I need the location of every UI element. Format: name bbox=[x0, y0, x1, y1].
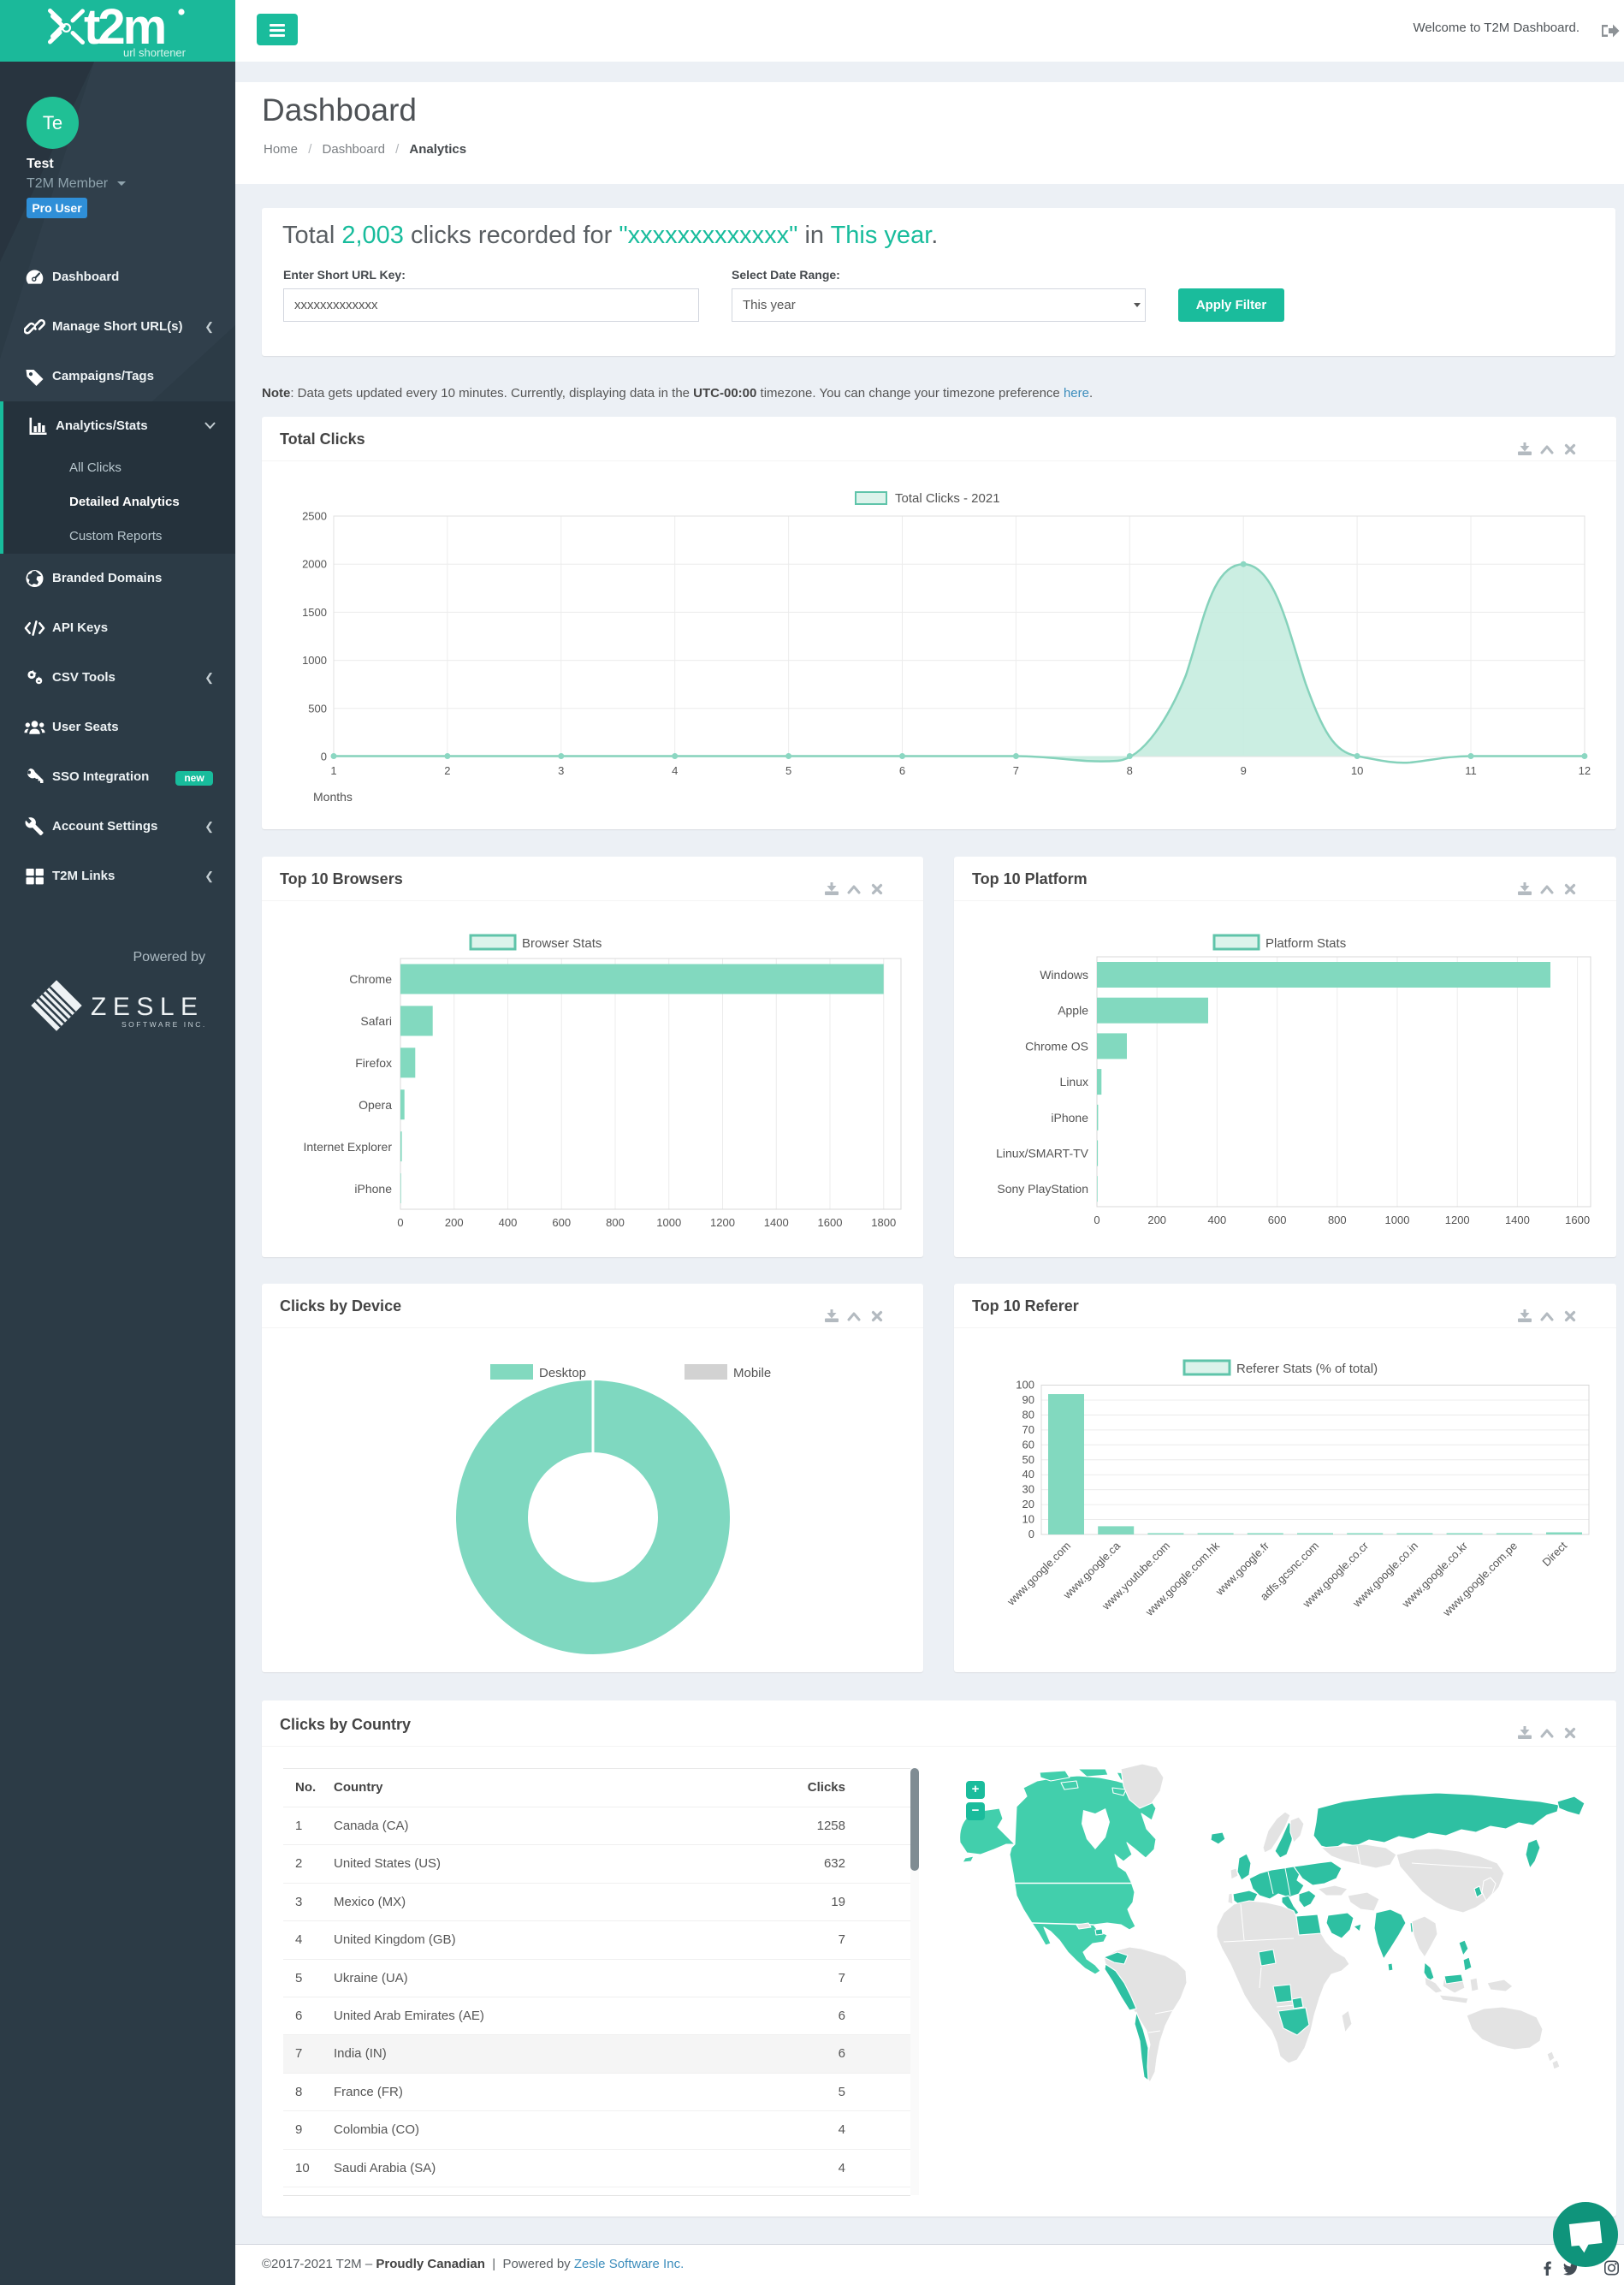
svg-text:1000: 1000 bbox=[302, 654, 327, 667]
svg-text:1600: 1600 bbox=[818, 1216, 843, 1229]
svg-text:50: 50 bbox=[1022, 1453, 1034, 1466]
svg-text:800: 800 bbox=[606, 1216, 625, 1229]
svg-text:3: 3 bbox=[558, 764, 564, 777]
svg-text:200: 200 bbox=[445, 1216, 464, 1229]
svg-text:Chrome OS: Chrome OS bbox=[1025, 1039, 1088, 1053]
svg-text:1000: 1000 bbox=[1385, 1214, 1410, 1226]
svg-text:Total Clicks - 2021: Total Clicks - 2021 bbox=[895, 491, 1000, 506]
svg-text:Desktop: Desktop bbox=[539, 1366, 586, 1380]
svg-text:iPhone: iPhone bbox=[354, 1182, 392, 1196]
svg-text:Firefox: Firefox bbox=[355, 1056, 392, 1070]
svg-text:1800: 1800 bbox=[871, 1216, 896, 1229]
svg-text:2500: 2500 bbox=[302, 510, 327, 523]
svg-text:7: 7 bbox=[1013, 764, 1019, 777]
svg-text:Apple: Apple bbox=[1058, 1004, 1088, 1018]
svg-text:0: 0 bbox=[1094, 1214, 1099, 1226]
svg-text:600: 600 bbox=[552, 1216, 571, 1229]
svg-text:Platform Stats: Platform Stats bbox=[1265, 936, 1346, 951]
svg-text:Sony PlayStation: Sony PlayStation bbox=[997, 1182, 1088, 1196]
svg-text:6: 6 bbox=[899, 764, 905, 777]
svg-text:Referer Stats (% of total): Referer Stats (% of total) bbox=[1236, 1362, 1378, 1376]
svg-text:10: 10 bbox=[1351, 764, 1363, 777]
svg-text:4: 4 bbox=[672, 764, 678, 777]
svg-text:Mobile: Mobile bbox=[733, 1366, 771, 1380]
svg-text:Chrome: Chrome bbox=[349, 972, 392, 986]
svg-text:0: 0 bbox=[397, 1216, 403, 1229]
svg-text:100: 100 bbox=[1016, 1379, 1034, 1392]
svg-text:Months: Months bbox=[313, 790, 353, 804]
svg-text:70: 70 bbox=[1022, 1423, 1034, 1436]
svg-text:11: 11 bbox=[1465, 764, 1477, 777]
svg-text:400: 400 bbox=[1208, 1214, 1227, 1226]
svg-text:t2m: t2m bbox=[84, 0, 164, 55]
svg-text:1200: 1200 bbox=[1445, 1214, 1470, 1226]
svg-text:90: 90 bbox=[1022, 1393, 1034, 1406]
svg-text:1200: 1200 bbox=[710, 1216, 735, 1229]
svg-text:12: 12 bbox=[1579, 764, 1591, 777]
svg-text:1600: 1600 bbox=[1565, 1214, 1590, 1226]
svg-text:40: 40 bbox=[1022, 1468, 1034, 1481]
svg-text:10: 10 bbox=[1022, 1513, 1034, 1526]
svg-text:www.google.com: www.google.com bbox=[1004, 1540, 1073, 1609]
svg-text:Safari: Safari bbox=[360, 1014, 392, 1028]
svg-text:Direct: Direct bbox=[1540, 1539, 1570, 1569]
svg-text:20: 20 bbox=[1022, 1498, 1034, 1510]
svg-text:Linux: Linux bbox=[1060, 1075, 1088, 1089]
svg-text:200: 200 bbox=[1147, 1214, 1166, 1226]
svg-text:Internet Explorer: Internet Explorer bbox=[304, 1140, 393, 1154]
svg-text:2: 2 bbox=[444, 764, 450, 777]
svg-text:iPhone: iPhone bbox=[1051, 1111, 1088, 1125]
svg-text:8: 8 bbox=[1127, 764, 1133, 777]
svg-text:30: 30 bbox=[1022, 1483, 1034, 1496]
svg-text:0: 0 bbox=[1028, 1528, 1034, 1540]
svg-text:9: 9 bbox=[1241, 764, 1247, 777]
svg-text:Windows: Windows bbox=[1040, 968, 1088, 982]
svg-text:2000: 2000 bbox=[302, 558, 327, 571]
svg-text:800: 800 bbox=[1328, 1214, 1347, 1226]
svg-text:Linux/SMART-TV: Linux/SMART-TV bbox=[996, 1147, 1089, 1160]
svg-text:400: 400 bbox=[499, 1216, 518, 1229]
svg-text:60: 60 bbox=[1022, 1438, 1034, 1451]
svg-text:1: 1 bbox=[330, 764, 336, 777]
svg-text:0: 0 bbox=[321, 751, 327, 763]
svg-text:1400: 1400 bbox=[764, 1216, 789, 1229]
svg-text:1400: 1400 bbox=[1505, 1214, 1530, 1226]
svg-text:1000: 1000 bbox=[656, 1216, 681, 1229]
svg-text:5: 5 bbox=[785, 764, 791, 777]
svg-text:Browser Stats: Browser Stats bbox=[522, 936, 602, 951]
svg-text:SOFTWARE INC.: SOFTWARE INC. bbox=[122, 1020, 207, 1029]
svg-text:80: 80 bbox=[1022, 1408, 1034, 1421]
svg-text:url shortener: url shortener bbox=[123, 46, 187, 59]
svg-text:1500: 1500 bbox=[302, 606, 327, 619]
svg-text:ZESLE: ZESLE bbox=[91, 993, 204, 1021]
svg-text:600: 600 bbox=[1268, 1214, 1287, 1226]
svg-text:500: 500 bbox=[308, 702, 327, 715]
svg-text:Opera: Opera bbox=[359, 1098, 392, 1112]
